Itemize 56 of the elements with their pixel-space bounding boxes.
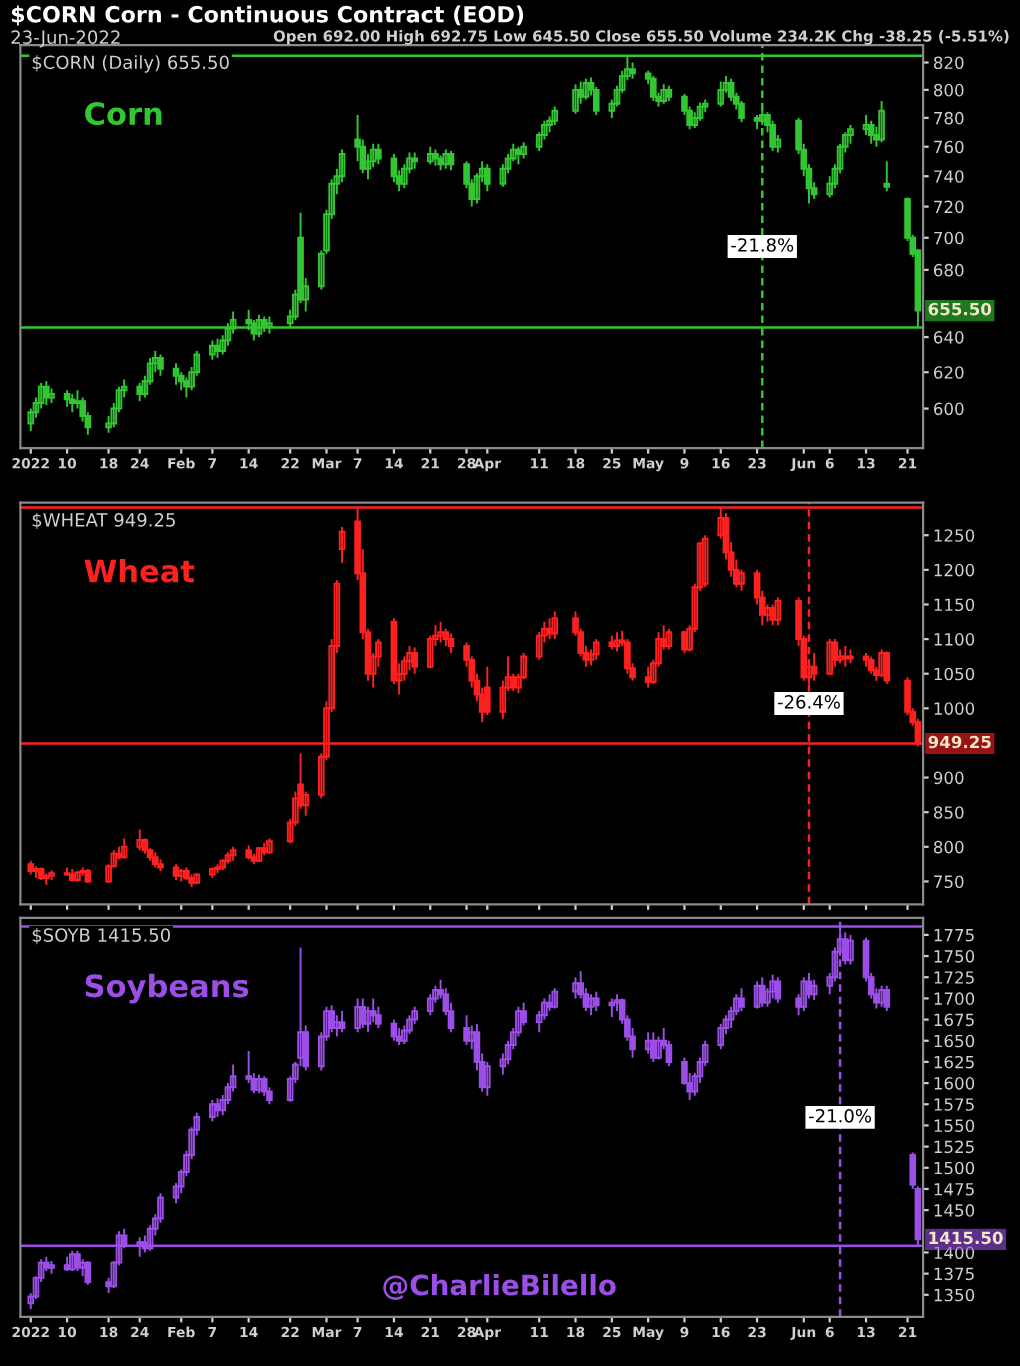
y-tick-label: 640	[933, 331, 964, 344]
y-tick-label: 900	[933, 771, 964, 785]
y-tick-label: 1000	[934, 702, 975, 715]
chart-subtitle: 23-Jun-2022	[11, 30, 120, 48]
y-tick-label: 1200	[934, 563, 975, 577]
y-tick-label: 1600	[934, 1077, 975, 1090]
y-tick-label: 1675	[934, 1013, 974, 1027]
y-tick-label: 1475	[934, 1183, 974, 1196]
y-tick-label: 1650	[934, 1034, 975, 1048]
y-tick-label: 620	[933, 366, 964, 379]
y-tick-label: 1150	[934, 598, 975, 612]
y-tick-label: 1250	[934, 529, 975, 542]
y-tick-label: 1550	[934, 1119, 975, 1132]
annotation: $CORN (Daily) 655.50	[32, 55, 229, 73]
y-tick-label: 600	[933, 402, 964, 416]
chart-title: $CORN Corn - Continuous Contract (EOD)	[11, 5, 524, 26]
y-tick-label: 1725	[934, 971, 974, 984]
y-tick-label: 720	[934, 200, 964, 214]
annotation: @CharlieBilello	[383, 1273, 616, 1300]
y-tick-label: 1500	[934, 1161, 975, 1175]
y-tick-label: 820	[933, 56, 964, 70]
annotation: $SOYB 1415.50	[32, 927, 171, 945]
annotation: 949.25	[928, 735, 991, 749]
annotation: Soybeans	[85, 973, 249, 1004]
candlestick	[738, 987, 745, 1013]
y-tick-label: 800	[933, 83, 964, 97]
y-tick-label: 680	[933, 263, 964, 277]
y-tick-label: 700	[934, 231, 964, 245]
y-tick-label: 1750	[934, 950, 975, 963]
y-tick-label: 740	[934, 170, 964, 183]
ref-line-label: -21.0%	[809, 1108, 872, 1123]
y-tick-label: 1700	[934, 992, 975, 1005]
y-tick-label: 1575	[934, 1098, 974, 1111]
y-tick-label: 1400	[934, 1246, 975, 1260]
y-tick-label: 1625	[934, 1055, 974, 1069]
candlestick	[157, 353, 164, 377]
candlestick	[738, 100, 745, 124]
ref-line-label: -26.4%	[777, 695, 840, 709]
y-tick-label: 1100	[934, 633, 975, 646]
y-tick-label: 780	[934, 111, 964, 125]
annotation: 1415.50	[929, 1231, 1003, 1245]
ref-line-label: -21.8%	[731, 238, 794, 252]
annotation: Corn	[85, 102, 162, 126]
y-tick-label: 760	[934, 140, 964, 154]
annotation: $WHEAT 949.25	[32, 512, 175, 530]
y-tick-label: 750	[934, 875, 964, 889]
y-tick-label: 1375	[934, 1267, 974, 1281]
y-tick-label: 850	[933, 806, 964, 819]
y-tick-label: 1775	[934, 929, 974, 942]
y-tick-label: 1450	[934, 1204, 975, 1217]
y-tick-label: 1525	[934, 1140, 974, 1154]
annotation: Wheat	[84, 558, 195, 583]
y-tick-label: 1050	[934, 667, 975, 681]
y-tick-label: 800	[933, 840, 964, 854]
annotation: 655.50	[928, 302, 992, 316]
y-tick-label: 1350	[934, 1288, 975, 1302]
